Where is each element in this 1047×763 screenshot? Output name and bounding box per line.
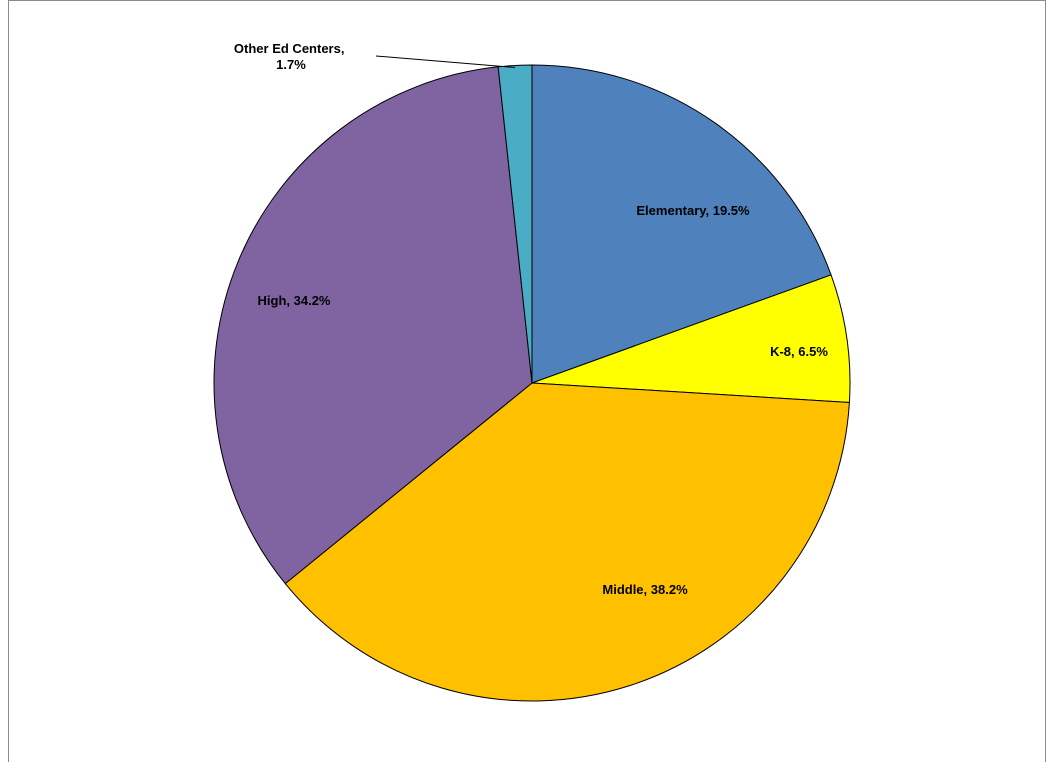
- slice-k8: [531, 274, 851, 403]
- slice-label-high: High, 34.2%: [258, 293, 331, 308]
- slice-other-ed-centers: [497, 64, 533, 384]
- chart-frame: [8, 0, 1046, 762]
- slice-high: [213, 66, 533, 585]
- other-ed-centers-leader-line: [375, 55, 516, 68]
- slice-label-other-ed-centers-name: Other Ed Centers,: [234, 41, 345, 56]
- slice-label-other-ed-centers-value: 1.7%: [276, 57, 306, 72]
- slice-middle: [284, 382, 850, 702]
- slice-label-elementary: Elementary, 19.5%: [636, 203, 750, 218]
- slice-label-middle: Middle, 38.2%: [602, 582, 688, 597]
- slice-elementary: [531, 64, 832, 384]
- slice-label-other-ed-centers: Other Ed Centers, 1.7%: [234, 41, 348, 72]
- slice-label-k8: K-8, 6.5%: [770, 344, 828, 359]
